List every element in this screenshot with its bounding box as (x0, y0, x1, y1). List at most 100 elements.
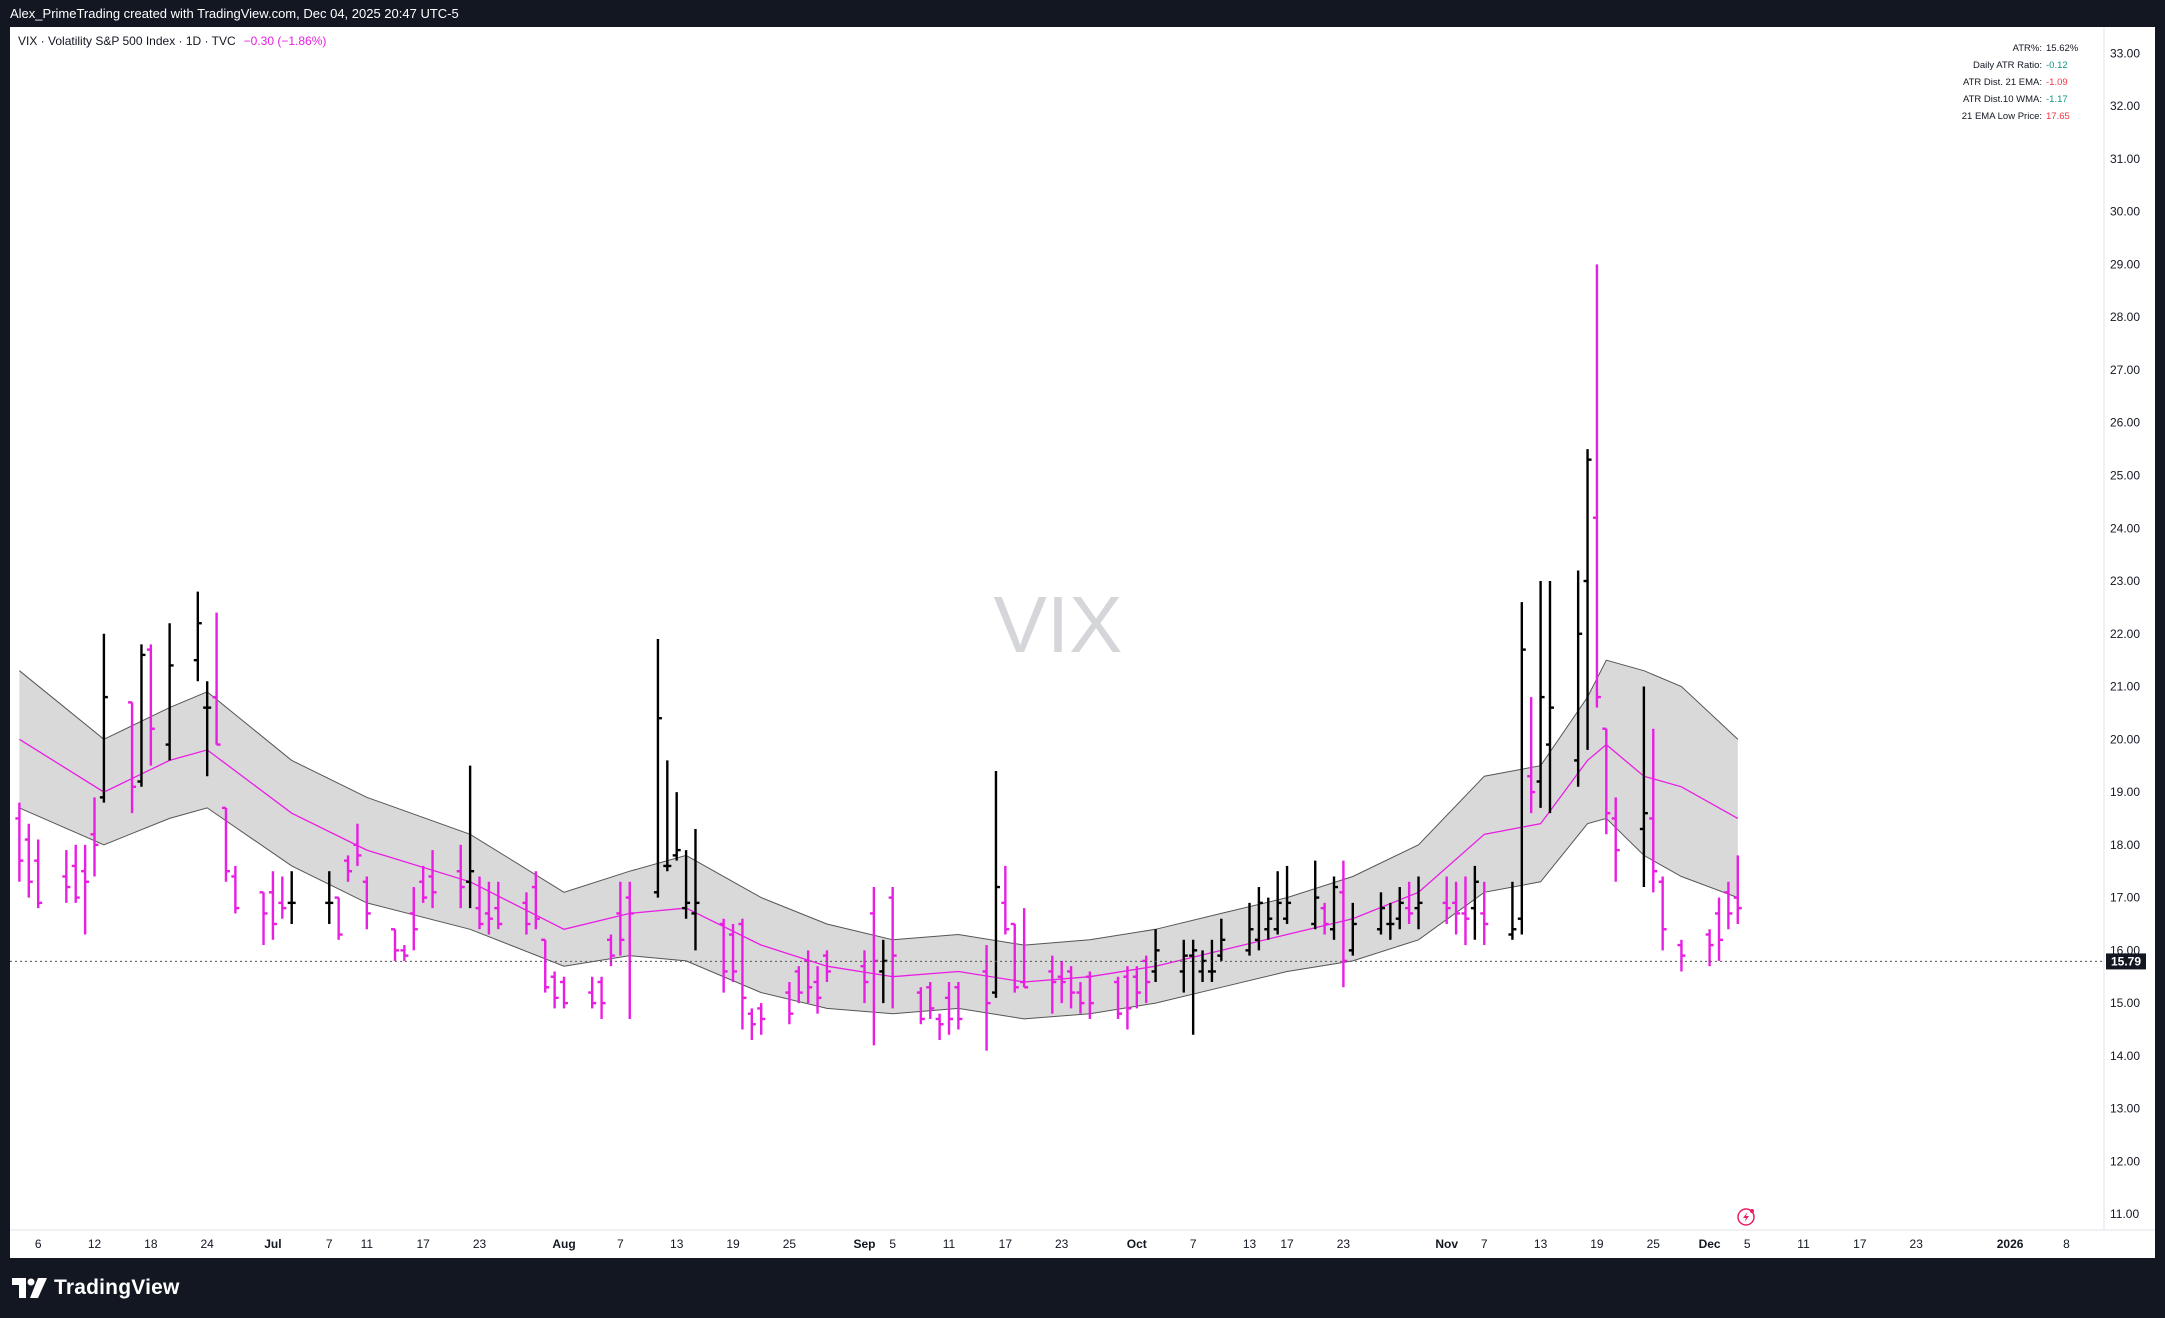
time-tick-label: 23 (473, 1237, 487, 1251)
ohlc-bar (71, 844, 80, 903)
ohlc-bar (672, 792, 681, 861)
time-tick-label: 17 (1280, 1237, 1294, 1251)
tradingview-logo[interactable]: TradingView (12, 1274, 180, 1302)
ohlc-bar (719, 918, 728, 993)
chart-area[interactable]: VIX 11.0012.0013.0014.0015.0016.0017.001… (0, 0, 2165, 1258)
ohlc-bar (1179, 939, 1188, 993)
symbol-description: VIX · Volatility S&P 500 Index · 1D · TV… (18, 34, 236, 48)
stats-value: -1.17 (2046, 94, 2068, 105)
ohlc-bar (682, 850, 691, 919)
ohlc-bar (1207, 939, 1216, 983)
ohlc-bar (1264, 897, 1273, 940)
time-tick-label: 5 (889, 1237, 896, 1251)
ohlc-bar (794, 966, 803, 1004)
ohlc-bar (860, 950, 869, 1004)
ohlc-bar (522, 892, 531, 935)
ohlc-bar (804, 950, 813, 1004)
ohlc-bars-layer (15, 264, 1742, 1051)
ohlc-bar (128, 701, 137, 814)
time-tick-label: 24 (201, 1237, 215, 1251)
ohlc-bar (456, 844, 465, 909)
ohlc-bar (81, 844, 90, 935)
time-tick-label: 13 (670, 1237, 684, 1251)
ohlc-bar (1536, 581, 1545, 808)
top-bar: Alex_PrimeTrading created with TradingVi… (0, 0, 2165, 27)
ohlc-bar (484, 881, 493, 935)
stats-label: Daily ATR Ratio: (1973, 60, 2042, 71)
time-tick-label: 23 (1055, 1237, 1069, 1251)
ohlc-bar (325, 871, 334, 924)
ohlc-bar (475, 876, 484, 930)
ohlc-bar (813, 966, 822, 1014)
ohlc-bar (1311, 860, 1320, 930)
stats-value: -1.09 (2046, 77, 2068, 88)
atr-band-upper-line (19, 659, 1739, 946)
ohlc-bar (1114, 976, 1123, 1019)
tradingview-logo-icon (12, 1278, 47, 1298)
ohlc-bar (212, 612, 221, 746)
ohlc-bar (1602, 727, 1611, 835)
ohlc-bar (729, 923, 738, 983)
stats-row-atr-pct: ATR%: 15.62% (1950, 40, 2090, 57)
plot-background (10, 27, 2155, 1258)
ohlc-bar (1330, 876, 1339, 940)
stats-value: 15.62% (2046, 43, 2079, 54)
stats-label: ATR%: (2012, 43, 2042, 54)
ohlc-bar (1076, 982, 1085, 1014)
price-tick-label: 15.00 (2110, 996, 2140, 1010)
ohlc-bar (691, 829, 700, 951)
lightning-icon[interactable] (1737, 1208, 1755, 1226)
stats-value: 17.65 (2046, 111, 2070, 122)
ohlc-bar (1048, 955, 1057, 1014)
lightning-icon-dot (1750, 1209, 1754, 1213)
symbol-legend[interactable]: VIX · Volatility S&P 500 Index · 1D · TV… (18, 34, 326, 48)
ohlc-bar (1151, 929, 1160, 983)
ohlc-bar (879, 939, 888, 1004)
time-tick-label: 11 (361, 1237, 374, 1251)
ohlc-bar (400, 945, 409, 961)
time-tick-label: 17 (999, 1237, 1013, 1251)
ohlc-bar (625, 881, 634, 1019)
time-tick-label: 7 (617, 1237, 624, 1251)
time-axis[interactable]: 6 12 18 24 Jul 7 11 17 23 Aug 7 13 19 25 Sep 5 11 17 23 Oct… (35, 1237, 2070, 1251)
stats-row-daily-atr-ratio: Daily ATR Ratio: -0.12 (1950, 57, 2090, 74)
tradingview-logo-text: TradingView (54, 1276, 180, 1299)
time-tick-label: 17 (1853, 1237, 1867, 1251)
price-tick-label: 24.00 (2110, 521, 2140, 535)
ohlc-bar (1085, 971, 1094, 1019)
ohlc-bar (1545, 581, 1554, 814)
time-tick-label: 7 (1481, 1237, 1488, 1251)
time-tick-label: Oct (1127, 1237, 1147, 1251)
price-axis[interactable]: 11.0012.0013.0014.0015.0016.0017.0018.00… (2110, 46, 2140, 1221)
ohlc-bar (1452, 881, 1461, 935)
ohlc-bar (1395, 887, 1404, 930)
ohlc-bar (1245, 902, 1254, 956)
stats-value: -0.12 (2046, 60, 2068, 71)
ohlc-bar (1442, 876, 1451, 924)
ohlc-bar (606, 934, 615, 967)
time-tick-label: Sep (853, 1237, 875, 1251)
ohlc-bar (1142, 955, 1151, 1004)
ohlc-bar (1132, 966, 1141, 1009)
ohlc-bar (409, 887, 418, 951)
stats-row-ema-low-price: 21 EMA Low Price: 17.65 (1950, 108, 2090, 125)
ohlc-bar (653, 639, 662, 898)
ohlc-bar (494, 881, 503, 930)
ohlc-bar (1639, 686, 1648, 888)
time-tick-label: 7 (326, 1237, 333, 1251)
ohlc-bar (785, 982, 794, 1025)
ohlc-bar (982, 945, 991, 1051)
price-tick-label: 23.00 (2110, 574, 2140, 588)
ohlc-bar (1649, 728, 1658, 893)
time-tick-label: 2026 (1997, 1237, 2024, 1251)
ohlc-bar (1677, 939, 1686, 972)
ohlc-bar (663, 760, 672, 872)
ohlc-bar (588, 976, 597, 1009)
ohlc-bar (1020, 908, 1029, 989)
time-tick-label: 13 (1534, 1237, 1548, 1251)
ohlc-bar (1705, 929, 1714, 967)
ohlc-bar (1386, 902, 1395, 940)
time-tick-label: 18 (144, 1237, 158, 1251)
time-tick-label: 5 (1744, 1237, 1751, 1251)
stats-label: 21 EMA Low Price: (1961, 111, 2042, 122)
